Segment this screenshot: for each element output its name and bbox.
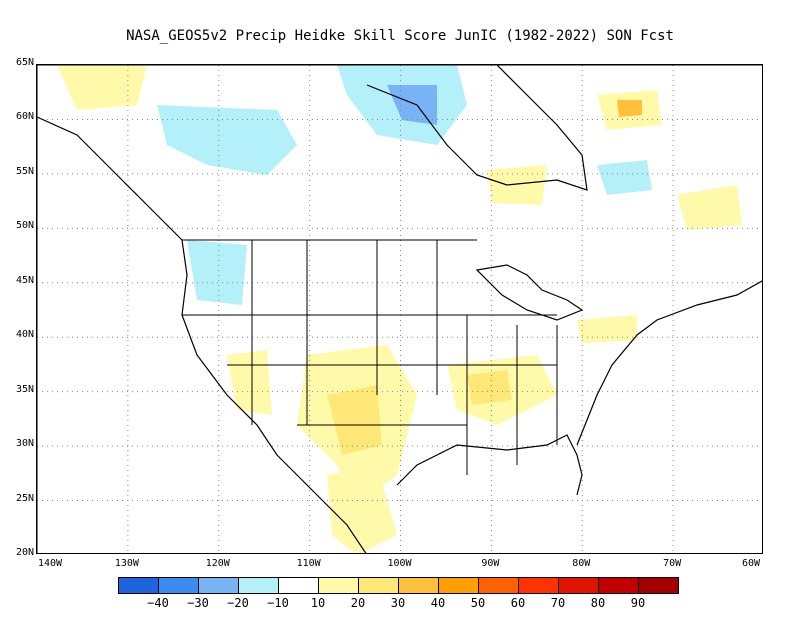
map-panel [36,64,763,554]
latitude-tick-label: 30N [15,438,34,450]
latitude-tick-label: 20N [15,547,34,558]
longitude-tick-label: 70W [663,558,682,569]
longitude-tick-label: 100W [387,558,412,569]
colorbar-swatch [438,577,479,594]
great-lakes [475,264,584,321]
colorbar-tick-label: 40 [430,596,446,610]
latitude-tick-label: 65N [15,57,34,68]
colorbar-swatch [518,577,559,594]
colorbar-tick-label: −20 [227,596,249,610]
gulf-coastline [396,434,583,496]
colorbar-swatch [558,577,599,594]
positive-skill-area [327,385,382,455]
state-borders [182,239,558,475]
positive-skill-area [487,165,547,205]
hudson-bay-coast [366,65,588,191]
colorbar-swatch [318,577,359,594]
latitude-tick-label: 50N [15,220,34,232]
colorbar-swatch [278,577,319,594]
colorbar-swatch [198,577,239,594]
colorbar-swatch [398,577,439,594]
positive-skill-area [617,100,642,117]
colorbar-tick-label: −40 [147,596,169,610]
coastlines [37,65,762,553]
gridlines [37,65,762,553]
colorbar-swatch [638,577,679,594]
colorbar-tick-label: 90 [630,596,646,610]
colorbar-tick-label: −10 [267,596,289,610]
colorbar-swatch [478,577,519,594]
longitude-tick-label: 110W [296,558,321,569]
negative-skill-area [597,160,652,195]
positive-skill-area [677,185,742,230]
colorbar-tick-label: 60 [510,596,526,610]
colorbar-swatch [238,577,279,594]
latitude-tick-label: 60N [15,111,34,123]
positive-skill-area [577,315,637,343]
longitude-tick-label: 130W [114,558,139,569]
colorbar-tick-label: 50 [470,596,486,610]
skill-shading [57,65,742,553]
latitude-tick-label: 40N [15,329,34,341]
positive-skill-area [57,65,147,110]
colorbar-tick-label: 10 [310,596,326,610]
longitude-tick-label: 60W [741,558,761,569]
colorbar-tick-label: 80 [590,596,606,610]
latitude-tick-label: 25N [15,492,34,504]
latitude-tick-label: 35N [15,383,34,395]
colorbar-swatch [158,577,199,594]
longitude-tick-label: 80W [572,558,591,569]
latitude-tick-label: 45N [15,274,34,286]
negative-skill-area [157,105,297,175]
positive-skill-area [327,465,397,553]
positive-skill-area [467,370,512,405]
colorbar-tick-label: 20 [350,596,366,610]
skill-score-map [37,65,762,553]
positive-skill-area [227,350,272,415]
negative-skill-area [187,240,247,305]
longitude-tick-label: 120W [205,558,230,569]
longitude-tick-label: 140W [37,558,63,569]
pacific-coastline [37,116,367,553]
colorbar-tick-label: 30 [390,596,406,610]
longitude-tick-label: 90W [481,558,500,569]
colorbar-swatch [118,577,159,594]
atlantic-coastline [576,280,762,446]
colorbar-tick-label: −30 [187,596,209,610]
latitude-tick-label: 55N [15,165,34,177]
colorbar-swatch [598,577,639,594]
map-title: NASA_GEOS5v2 Precip Heidke Skill Score J… [126,28,674,44]
colorbar-tick-label: 70 [550,596,566,610]
colorbar-swatch [358,577,399,594]
